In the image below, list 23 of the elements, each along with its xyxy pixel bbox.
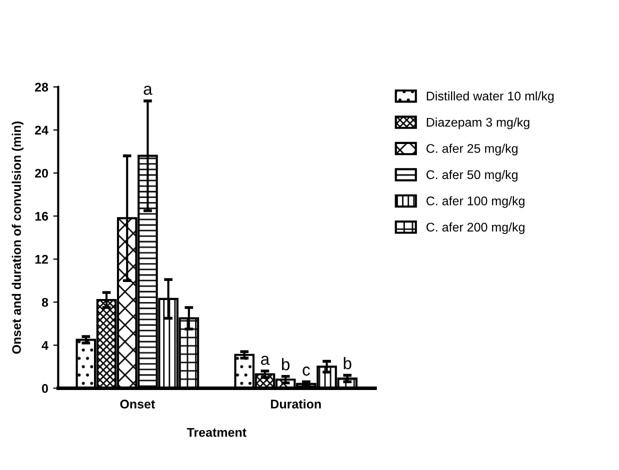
annotation: b xyxy=(344,356,352,370)
y-tick-label: 20 xyxy=(34,168,48,178)
legend-label: C. afer 50 mg/kg xyxy=(426,170,518,182)
annotation: b xyxy=(282,358,290,370)
y-tick-label: 16 xyxy=(35,212,48,221)
x-tick-label: Onset xyxy=(120,400,155,409)
legend-label: C. afer 200 mg/kg xyxy=(426,222,524,234)
annotation: a xyxy=(144,86,152,95)
x-axis-title: Treatment xyxy=(186,428,246,437)
y-tick-label: 0 xyxy=(42,384,48,393)
y-tick-label: 24 xyxy=(34,126,48,135)
legend-label: Diazepam 3 mg/kg xyxy=(426,118,530,130)
legend-label: C. afer 100 mg/kg xyxy=(426,196,524,208)
y-axis-title: Onset and duration of convulsion (min) xyxy=(12,122,24,354)
y-tick-label: 8 xyxy=(42,298,48,307)
annotation: c xyxy=(302,366,310,376)
y-tick-label: 4 xyxy=(42,341,48,350)
legend-label: Distilled water 10 ml/kg xyxy=(426,91,554,103)
y-tick-label: 12 xyxy=(35,254,48,264)
y-tick-label: 28 xyxy=(34,82,48,92)
x-tick-label: Duration xyxy=(271,399,321,409)
annotation: a xyxy=(261,356,270,365)
legend-label: C. afer 25 mg/kg xyxy=(426,144,518,156)
